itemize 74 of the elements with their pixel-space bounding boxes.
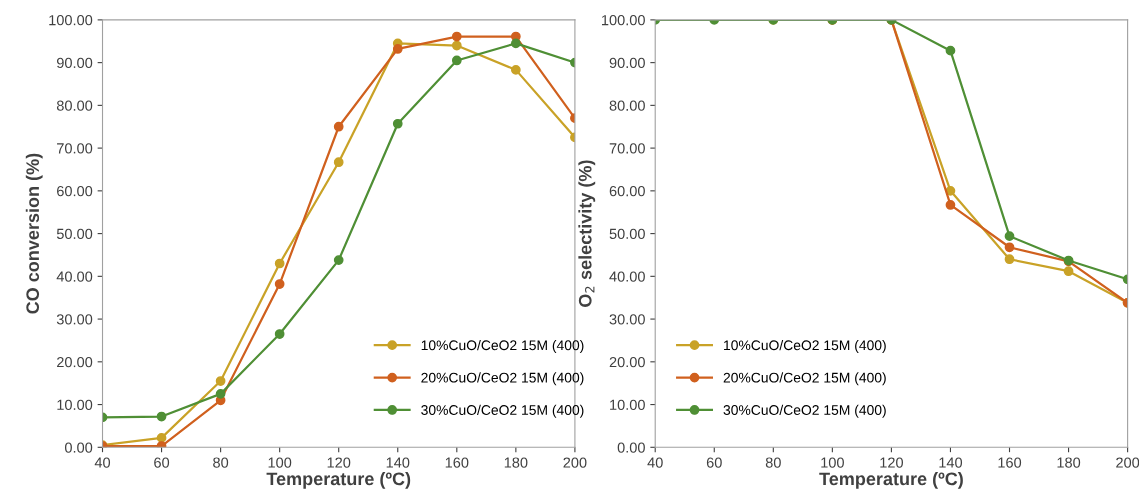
x-tick-label: 180 [504, 457, 528, 468]
point [945, 45, 956, 56]
point [215, 376, 226, 386]
point [274, 258, 285, 269]
y-tick-label: 60.00 [609, 185, 645, 197]
y-axis-title: CO conversion (%) [25, 153, 43, 314]
x-axis-title: Temperature (ºC) [819, 472, 963, 489]
point [274, 329, 285, 339]
y-tick-label: 80.00 [56, 100, 93, 111]
y-tick-label: 80.00 [609, 100, 645, 111]
y-tick-label: 70.00 [609, 143, 645, 154]
point [451, 40, 462, 51]
x-tick-label: 60 [154, 457, 170, 468]
y-tick-label: 50.00 [609, 228, 645, 240]
x-tick-label: 40 [94, 457, 111, 468]
point [274, 279, 285, 289]
point [333, 121, 344, 132]
y-tick-label: 100.00 [49, 14, 93, 26]
x-tick-label: 160 [998, 457, 1022, 468]
y-tick-label: 100.00 [602, 14, 645, 26]
x-tick-label: 100 [268, 457, 292, 468]
legend-label: 30%CuO/CeO2 15M (400) [421, 404, 584, 418]
x-tick-label: 60 [706, 457, 722, 468]
legend-label: 10%CuO/CeO2 15M (400) [421, 339, 584, 353]
y-tick-label: 20.00 [609, 356, 645, 368]
point [945, 185, 956, 196]
y-tick-label: 10.00 [610, 399, 645, 410]
point [215, 389, 226, 399]
point [451, 31, 462, 42]
x-tick-label: 140 [939, 457, 963, 468]
y-tick-label: 50.00 [56, 228, 93, 240]
y-tick-label: 10.00 [57, 399, 93, 410]
point [510, 65, 521, 75]
legend-label: 20%CuO/CeO2 15M (400) [723, 372, 886, 386]
y-tick-label: 0.00 [64, 442, 93, 453]
legend-label: 10%CuO/CeO2 15M (400) [724, 339, 886, 353]
point [392, 44, 403, 54]
y-tick-label: 60.00 [57, 185, 93, 197]
point [1004, 242, 1015, 253]
legend-label: 20%CuO/CeO2 15M (400) [421, 372, 584, 386]
point [333, 157, 344, 168]
x-tick-label: 100 [821, 457, 844, 468]
point [451, 55, 462, 66]
x-tick-label: 160 [445, 457, 469, 468]
x-tick-label: 120 [327, 457, 351, 468]
point [156, 411, 167, 422]
x-tick-label: 180 [1057, 457, 1081, 468]
y-tick-label: 90.00 [56, 57, 93, 69]
point [510, 38, 521, 49]
point [1004, 254, 1015, 265]
point [1004, 231, 1015, 242]
x-tick-label: 80 [765, 457, 781, 468]
x-tick-label: 40 [647, 457, 663, 468]
x-tick-label: 120 [880, 457, 904, 468]
point [156, 433, 167, 443]
y-tick-label: 40.00 [609, 271, 645, 282]
x-tick-label: 200 [1116, 457, 1139, 468]
y-tick-label: 90.00 [609, 57, 645, 69]
x-tick-label: 140 [386, 457, 410, 468]
point [1063, 266, 1074, 277]
y-tick-label: 70.00 [57, 143, 93, 154]
x-tick-label: 200 [563, 457, 587, 468]
y-tick-label: 30.00 [56, 314, 93, 325]
point [333, 255, 344, 265]
point [392, 118, 403, 129]
y-tick-label: 40.00 [56, 271, 93, 282]
legend-label: 30%CuO/CeO2 15M (400) [723, 404, 886, 418]
y-tick-label: 0.00 [617, 442, 645, 453]
x-tick-label: 80 [213, 457, 229, 468]
y-tick-label: 30.00 [609, 314, 645, 325]
point [945, 200, 956, 210]
y-tick-label: 20.00 [57, 356, 93, 368]
x-axis-title: Temperature (ºC) [266, 472, 411, 489]
y-axis-title: O$_{2}$ selectivity (%) [578, 160, 596, 307]
